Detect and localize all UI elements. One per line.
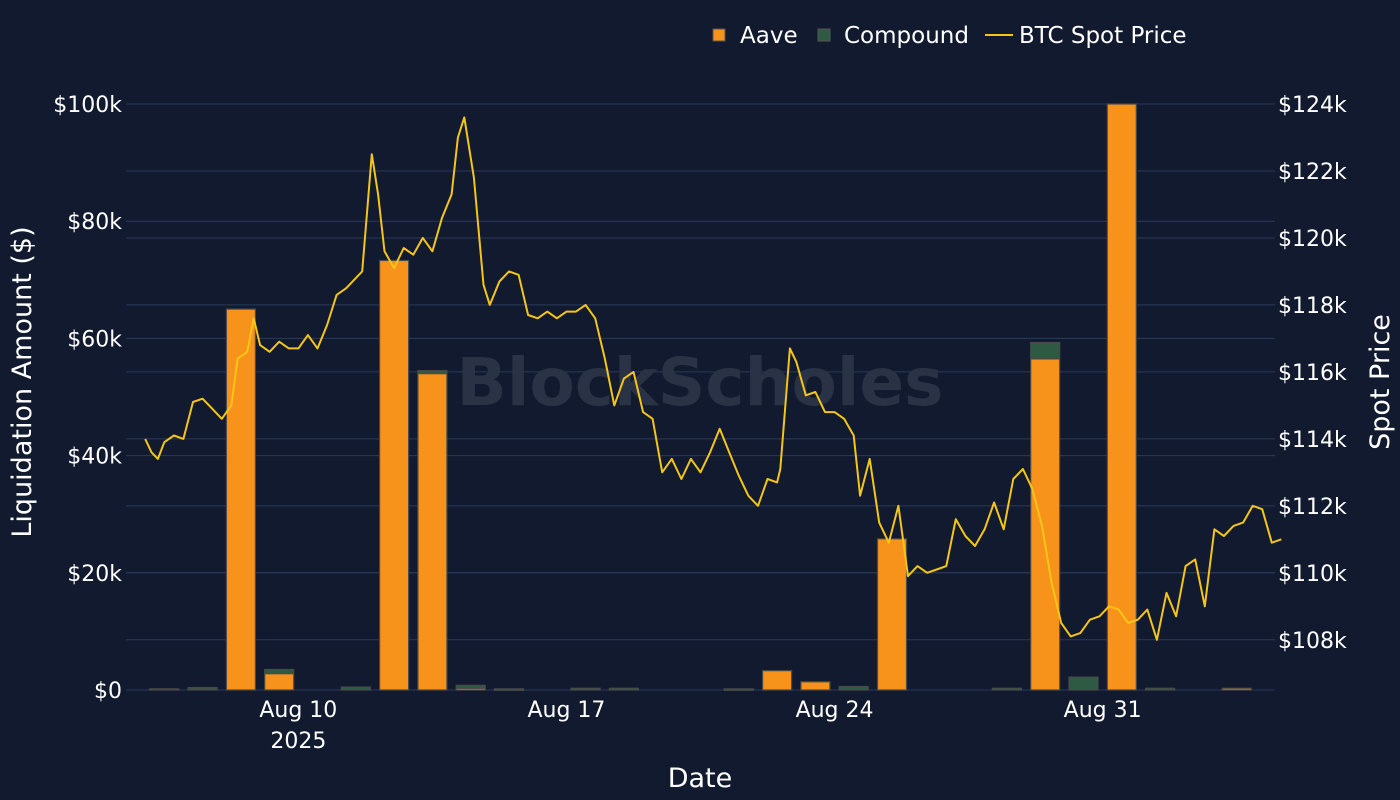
bars xyxy=(149,103,1252,691)
bar-compound xyxy=(991,687,1023,691)
x-axis-ticks: Aug 10 2025 Aug 17 Aug 24 Aug 31 xyxy=(259,698,1141,754)
y2-tick-label: $122k xyxy=(1278,160,1347,185)
x-tick-sublabel: 2025 xyxy=(270,729,326,754)
bar-compound xyxy=(838,685,869,691)
left-axis-ticks: $0 $20k $40k $60k $80k $100k xyxy=(53,93,122,704)
legend-swatch-compound xyxy=(817,28,831,42)
legend[interactable]: Aave Compound BTC Spot Price xyxy=(712,23,1187,49)
y2-tick-label: $112k xyxy=(1278,495,1347,520)
legend-label-btc: BTC Spot Price xyxy=(1019,23,1187,49)
legend-swatch-aave xyxy=(712,28,726,42)
x-tick-label: Aug 31 xyxy=(1064,698,1142,723)
y-tick-label: $60k xyxy=(67,327,122,352)
bar-compound xyxy=(723,688,754,691)
y-tick-label: $80k xyxy=(67,210,122,235)
bar-aave xyxy=(379,259,410,691)
bar-aave xyxy=(876,538,908,691)
y-tick-label: $100k xyxy=(53,93,122,118)
bar-compound xyxy=(417,370,448,375)
bar-aave xyxy=(1030,358,1061,691)
y-tick-label: $20k xyxy=(67,562,122,587)
bar-aave xyxy=(417,372,448,691)
x-tick-label: Aug 24 xyxy=(796,698,874,723)
y2-axis-title: Spot Price xyxy=(1365,314,1396,450)
bar-aave xyxy=(1106,103,1137,691)
right-axis-ticks: $108k $110k $112k $114k $116k $118k $120k $122k… xyxy=(1278,93,1347,654)
watermark: BlockScholes xyxy=(457,344,944,421)
bar-compound xyxy=(1030,341,1061,360)
legend-label-compound: Compound xyxy=(844,23,969,49)
y2-tick-label: $110k xyxy=(1278,562,1347,587)
bar-compound xyxy=(1144,687,1176,691)
btc-spot-price-line xyxy=(144,116,1282,641)
bar-aave xyxy=(800,681,831,691)
y2-tick-label: $116k xyxy=(1278,361,1347,386)
y2-tick-label: $118k xyxy=(1278,294,1347,319)
bar-aave xyxy=(264,672,295,691)
x-tick-label: Aug 10 xyxy=(259,698,337,723)
bar-aave xyxy=(149,688,180,691)
bar-compound xyxy=(264,668,295,675)
bar-compound xyxy=(570,687,601,691)
y2-tick-label: $120k xyxy=(1278,227,1347,252)
y2-tick-label: $124k xyxy=(1278,93,1347,118)
bar-compound xyxy=(608,687,640,691)
y-tick-label: $0 xyxy=(94,679,122,704)
y-tick-label: $40k xyxy=(67,445,122,470)
x-tick-label: Aug 17 xyxy=(527,698,605,723)
bar-compound xyxy=(493,688,525,691)
bar-compound xyxy=(187,687,218,691)
y2-tick-label: $108k xyxy=(1278,629,1347,654)
y2-tick-label: $114k xyxy=(1278,428,1347,453)
bar-aave xyxy=(761,670,793,691)
bar-compound xyxy=(1068,676,1099,691)
legend-label-aave: Aave xyxy=(740,23,798,49)
bar-aave xyxy=(1221,687,1252,691)
x-axis-title: Date xyxy=(668,763,733,794)
y-axis-title: Liquidation Amount ($) xyxy=(7,226,38,537)
bar-aave xyxy=(225,308,256,691)
btc-line-group xyxy=(144,116,1282,641)
bar-compound xyxy=(455,684,486,689)
bar-compound xyxy=(340,686,371,691)
